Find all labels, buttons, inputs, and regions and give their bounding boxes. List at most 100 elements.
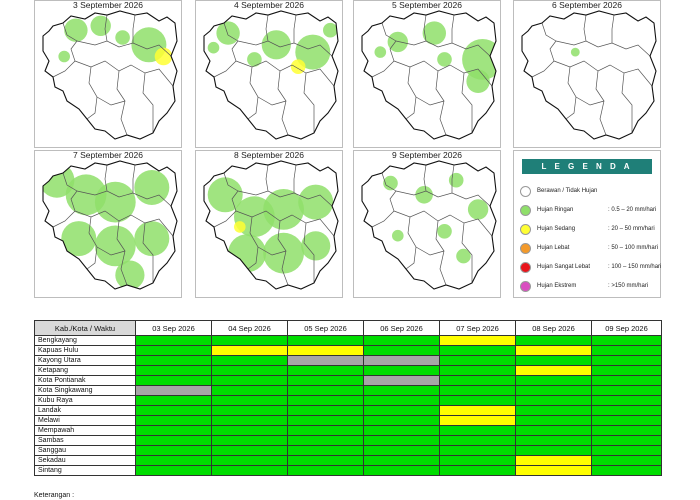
- light-rain-area: [295, 34, 331, 70]
- light-rain-area: [467, 199, 489, 220]
- district-border: [235, 210, 335, 237]
- forecast-cell: [363, 365, 440, 376]
- forecast-map-panel: 4 September 2026: [195, 0, 343, 148]
- forecast-cell: [439, 335, 516, 346]
- light-rain-area: [61, 221, 97, 257]
- legend-item: Berawan / Tidak Hujan: [520, 185, 660, 199]
- forecast-cell: [211, 445, 288, 456]
- forecast-cell: [287, 385, 364, 396]
- regency-name: Sanggau: [34, 445, 136, 456]
- table-row: Kubu Raya: [34, 395, 662, 406]
- forecast-cell: [211, 375, 288, 386]
- table-row: Melawi: [34, 415, 662, 426]
- district-border: [393, 60, 493, 87]
- forecast-cell: [439, 355, 516, 366]
- kalbar-region-map: [521, 10, 657, 140]
- forecast-cell: [363, 465, 440, 476]
- forecast-cell: [515, 385, 592, 396]
- regency-name: Kota Pontianak: [34, 375, 136, 386]
- forecast-cell: [135, 335, 212, 346]
- forecast-cell: [363, 395, 440, 406]
- province-outline: [203, 10, 339, 140]
- forecast-cell: [515, 375, 592, 386]
- map-date-title: 6 September 2026: [552, 0, 622, 10]
- forecast-cell: [515, 455, 592, 466]
- forecast-cell: [439, 375, 516, 386]
- light-rain-area: [323, 22, 338, 38]
- legend-swatch: [520, 262, 531, 273]
- district-border: [235, 60, 335, 87]
- regency-name: Kapuas Hulu: [34, 345, 136, 356]
- forecast-cell: [591, 465, 662, 476]
- land-area: [362, 161, 496, 289]
- table-row: Sanggau: [34, 445, 662, 456]
- legend-swatch: [520, 281, 531, 292]
- kalbar-region-map: [203, 10, 339, 140]
- forecast-cell: [363, 445, 440, 456]
- light-rain-area: [207, 177, 243, 213]
- forecast-cell: [287, 335, 364, 346]
- forecast-cell: [591, 395, 662, 406]
- legend-swatch: [520, 186, 531, 197]
- light-rain-area: [134, 221, 170, 257]
- forecast-map-panel: 3 September 2026: [34, 0, 182, 148]
- district-border: [381, 22, 397, 42]
- light-rain-area: [387, 31, 408, 53]
- forecast-cell: [135, 395, 212, 406]
- forecast-cell: [591, 455, 662, 466]
- forecast-cell: [135, 415, 212, 426]
- regency-name: Kayong Utara: [34, 355, 136, 366]
- district-border: [223, 172, 239, 192]
- district-border: [541, 22, 557, 42]
- district-border: [265, 164, 269, 192]
- light-rain-area: [115, 30, 130, 45]
- forecast-cell: [515, 405, 592, 416]
- legend-item: Hujan Lebat: 50 – 100 mm/hari: [520, 242, 660, 256]
- district-border: [415, 246, 445, 256]
- district-border: [132, 164, 136, 193]
- table-row: Ketapang: [34, 365, 662, 376]
- map-date-title: 3 September 2026: [73, 0, 143, 10]
- date-column-header: 06 Sep 2026: [363, 320, 440, 336]
- district-border: [62, 22, 78, 42]
- date-column-header: 09 Sep 2026: [591, 320, 662, 336]
- date-column-header: 03 Sep 2026: [135, 320, 212, 336]
- legend-label: Hujan Sangat Lebat: [537, 264, 591, 270]
- district-border: [96, 246, 126, 256]
- district-border: [237, 40, 333, 57]
- forecast-map-panel: 7 September 2026: [34, 150, 182, 298]
- province-outline: [203, 160, 339, 290]
- forecast-cell: [363, 455, 440, 466]
- light-rain-area: [422, 21, 446, 45]
- district-border: [293, 164, 297, 193]
- district-border: [265, 14, 269, 42]
- legend-item: Hujan Ringan: 0.5 – 20 mm/hari: [520, 204, 660, 218]
- forecast-cell: [211, 345, 288, 356]
- forecast-cell: [363, 385, 440, 396]
- regency-name: Sintang: [34, 465, 136, 476]
- forecast-cell: [211, 405, 288, 416]
- forecast-map-panel: 5 September 2026: [353, 0, 501, 148]
- light-rain-area: [415, 186, 433, 204]
- table-row: Kayong Utara: [34, 355, 662, 366]
- district-border: [257, 246, 287, 256]
- district-border: [393, 210, 493, 237]
- map-date-title: 9 September 2026: [392, 150, 462, 160]
- note-label: Keterangan :: [34, 492, 75, 499]
- legend-range: : 0.5 – 20 mm/hari: [608, 207, 657, 213]
- regency-name: Sekadau: [34, 455, 136, 466]
- kalbar-region-map: [203, 160, 339, 290]
- light-rain-area: [94, 225, 136, 267]
- forecast-cell: [515, 365, 592, 376]
- forecast-cell: [287, 425, 364, 436]
- legend-item: Hujan Ekstrem: >150 mm/hari: [520, 280, 660, 294]
- regency-forecast-table: Kab./Kota / Waktu 03 Sep 2026 04 Sep 2026 0…: [34, 320, 662, 476]
- forecast-cell: [211, 455, 288, 466]
- district-border: [74, 210, 174, 237]
- district-border: [575, 96, 605, 106]
- district-border: [395, 40, 491, 57]
- legend-range: : 100 – 150 mm/hari: [608, 264, 662, 270]
- district-border: [74, 60, 174, 87]
- light-rain-area: [90, 15, 111, 37]
- moderate-rain-area: [234, 221, 246, 233]
